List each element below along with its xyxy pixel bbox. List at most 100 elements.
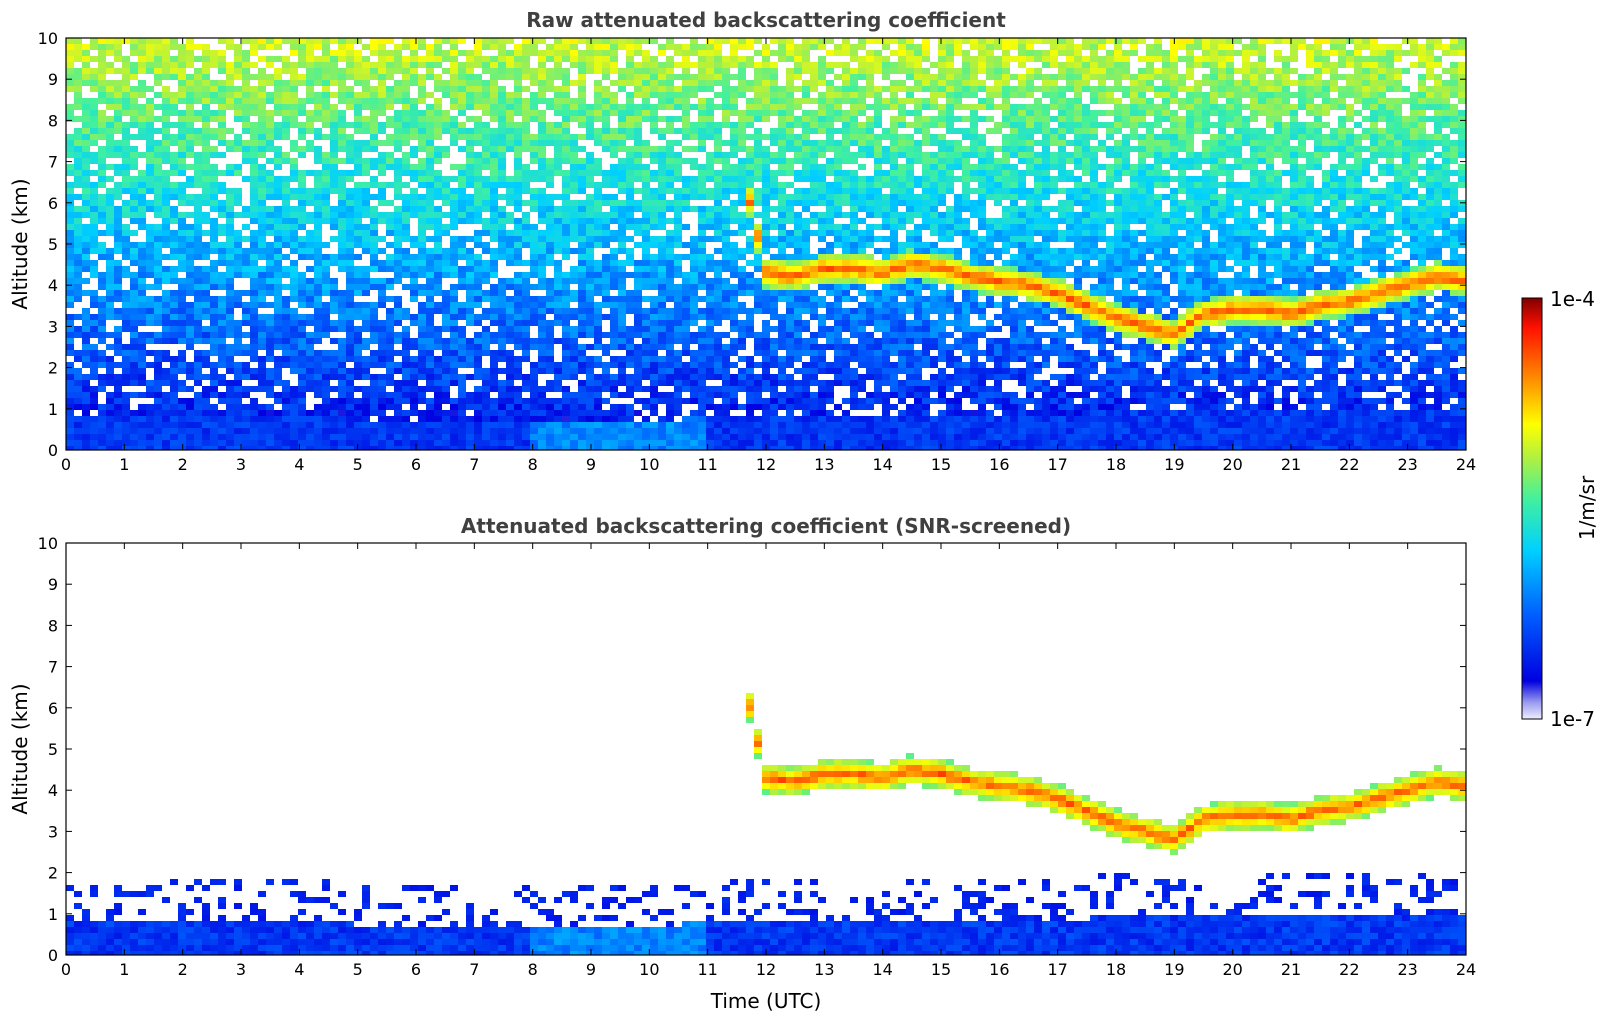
heatmap-cell: [322, 422, 330, 428]
heatmap-cell: [426, 410, 434, 416]
heatmap-cell: [338, 254, 346, 260]
heatmap-cell: [738, 332, 746, 338]
heatmap-cell: [90, 110, 98, 116]
heatmap-cell: [634, 374, 642, 380]
heatmap-cell: [66, 296, 74, 302]
heatmap-cell: [650, 278, 658, 284]
heatmap-cell: [122, 182, 130, 188]
heatmap-cell: [722, 86, 730, 92]
heatmap-cell: [506, 230, 514, 236]
heatmap-cell: [554, 152, 562, 158]
heatmap-cell: [282, 314, 290, 320]
heatmap-cell: [250, 98, 258, 104]
heatmap-cell: [442, 122, 450, 128]
heatmap-cell: [90, 434, 98, 440]
heatmap-cell: [674, 188, 682, 194]
heatmap-cell: [194, 302, 202, 308]
heatmap-cell: [178, 440, 186, 446]
heatmap-cell: [530, 188, 538, 194]
heatmap-cell: [186, 272, 194, 278]
heatmap-cell: [514, 146, 522, 152]
heatmap-cell: [562, 422, 570, 428]
heatmap-cell: [138, 362, 146, 368]
chart-title: Raw attenuated backscattering coefficien…: [526, 8, 1006, 32]
heatmap-cell: [474, 356, 482, 362]
heatmap-cell: [586, 320, 594, 326]
heatmap-cell: [122, 410, 130, 416]
heatmap-cell: [418, 410, 426, 416]
heatmap-cell: [578, 302, 586, 308]
heatmap-cell: [682, 368, 690, 374]
heatmap-cell: [642, 224, 650, 230]
heatmap-cell: [578, 368, 586, 374]
heatmap-cell: [610, 56, 618, 62]
heatmap-cell: [82, 170, 90, 176]
heatmap-cell: [250, 104, 258, 110]
heatmap-cell: [298, 254, 306, 260]
heatmap-cell: [474, 92, 482, 98]
heatmap-cell: [386, 254, 394, 260]
heatmap-cell: [418, 62, 426, 68]
heatmap-cell: [266, 56, 274, 62]
heatmap-cell: [306, 332, 314, 338]
heatmap-cell: [418, 110, 426, 116]
heatmap-cell: [730, 380, 738, 386]
heatmap-cell: [242, 80, 250, 86]
heatmap-cell: [570, 422, 578, 428]
heatmap-cell: [66, 218, 74, 224]
heatmap-cell: [378, 164, 386, 170]
heatmap-cell: [90, 134, 98, 140]
heatmap-cell: [458, 128, 466, 134]
heatmap-cell: [146, 380, 154, 386]
heatmap-cell: [82, 428, 90, 434]
heatmap-cell: [626, 236, 634, 242]
heatmap-cell: [698, 446, 706, 450]
heatmap-cell: [586, 44, 594, 50]
heatmap-cell: [466, 176, 474, 182]
heatmap-cell: [482, 308, 490, 314]
heatmap-cell: [482, 242, 490, 248]
heatmap-cell: [354, 368, 362, 374]
heatmap-cell: [530, 308, 538, 314]
heatmap-cell: [106, 80, 114, 86]
heatmap-cell: [634, 272, 642, 278]
heatmap-cell: [354, 98, 362, 104]
heatmap-cell: [722, 212, 730, 218]
heatmap-cell: [434, 356, 442, 362]
heatmap-cell: [610, 248, 618, 254]
heatmap-cell: [298, 44, 306, 50]
heatmap-cell: [690, 260, 698, 266]
heatmap-cell: [578, 344, 586, 350]
heatmap-cell: [618, 236, 626, 242]
heatmap-cell: [738, 56, 746, 62]
heatmap-cell: [370, 446, 378, 450]
heatmap-cell: [290, 74, 298, 80]
heatmap-cell: [746, 440, 754, 446]
heatmap-cell: [650, 86, 658, 92]
heatmap-cell: [682, 320, 690, 326]
heatmap-cell: [506, 326, 514, 332]
heatmap-cell: [706, 218, 714, 224]
heatmap-cell: [338, 80, 346, 86]
heatmap-cell: [554, 224, 562, 230]
heatmap-cell: [338, 350, 346, 356]
heatmap-cell: [266, 338, 274, 344]
heatmap-cell: [194, 248, 202, 254]
heatmap-cell: [586, 434, 594, 440]
heatmap-cell: [314, 332, 322, 338]
heatmap-cell: [450, 446, 458, 450]
heatmap-cell: [82, 116, 90, 122]
heatmap-cell: [682, 182, 690, 188]
heatmap-cell: [450, 374, 458, 380]
heatmap-cell: [402, 350, 410, 356]
heatmap-cell: [498, 50, 506, 56]
heatmap-cell: [434, 86, 442, 92]
heatmap-cell: [682, 332, 690, 338]
heatmap-cell: [290, 434, 298, 440]
heatmap-cell: [530, 314, 538, 320]
heatmap-cell: [714, 176, 722, 182]
heatmap-cell: [354, 230, 362, 236]
heatmap-cell: [98, 128, 106, 134]
heatmap-cell: [730, 314, 738, 320]
heatmap-cell: [418, 212, 426, 218]
